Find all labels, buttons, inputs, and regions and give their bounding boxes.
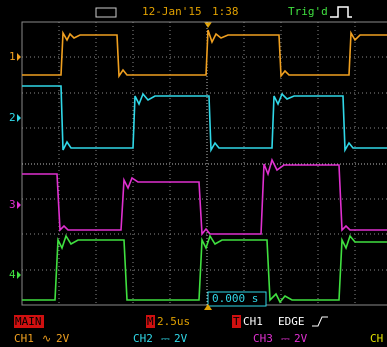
graticule [22, 22, 387, 305]
timebase: 2.5us [157, 315, 190, 328]
ch3-marker: 3 [9, 198, 16, 211]
battery-icon [96, 8, 116, 17]
time-offset: 0.000 s [212, 292, 258, 305]
ch3-trace [22, 160, 387, 234]
scope-screen: 12-Jan'15 1:38 Trig'd 1 2 3 4 0.000 s MA… [0, 0, 387, 347]
trigger-key: T [233, 315, 240, 328]
trigger-source: CH1 [243, 315, 263, 328]
ch2-label: CH2 [133, 332, 153, 345]
ch3-scale: 2V [294, 332, 308, 345]
ch1-coupling: ∿ [42, 332, 51, 345]
time: 1:38 [212, 5, 239, 18]
ch2-trace [22, 86, 387, 150]
ch1-trace [22, 30, 387, 76]
ch2-marker: 2 [9, 111, 16, 124]
ch4-marker: 4 [9, 268, 16, 281]
ch2-scale: 2V [174, 332, 188, 345]
timebase-key: M [147, 315, 154, 328]
date: 12-Jan'15 [142, 5, 202, 18]
trigger-icon [330, 7, 352, 17]
ch1-label: CH1 [14, 332, 34, 345]
slope-icon [312, 317, 328, 326]
ch2-coupling: ⎓ [161, 332, 170, 345]
ch4-trace [22, 236, 387, 302]
ch3-label: CH3 [253, 332, 273, 345]
ch4-label: CH [370, 332, 383, 345]
channel-markers: 1 2 3 4 [9, 50, 21, 281]
mode: MAIN [15, 315, 42, 328]
trigger-state: Trig'd [288, 5, 328, 18]
ch1-scale: 2V [56, 332, 70, 345]
trigger-position [204, 22, 212, 28]
trigger-type: EDGE [278, 315, 305, 328]
ch1-marker: 1 [9, 50, 16, 63]
ch3-coupling: ⎓ [281, 332, 290, 345]
